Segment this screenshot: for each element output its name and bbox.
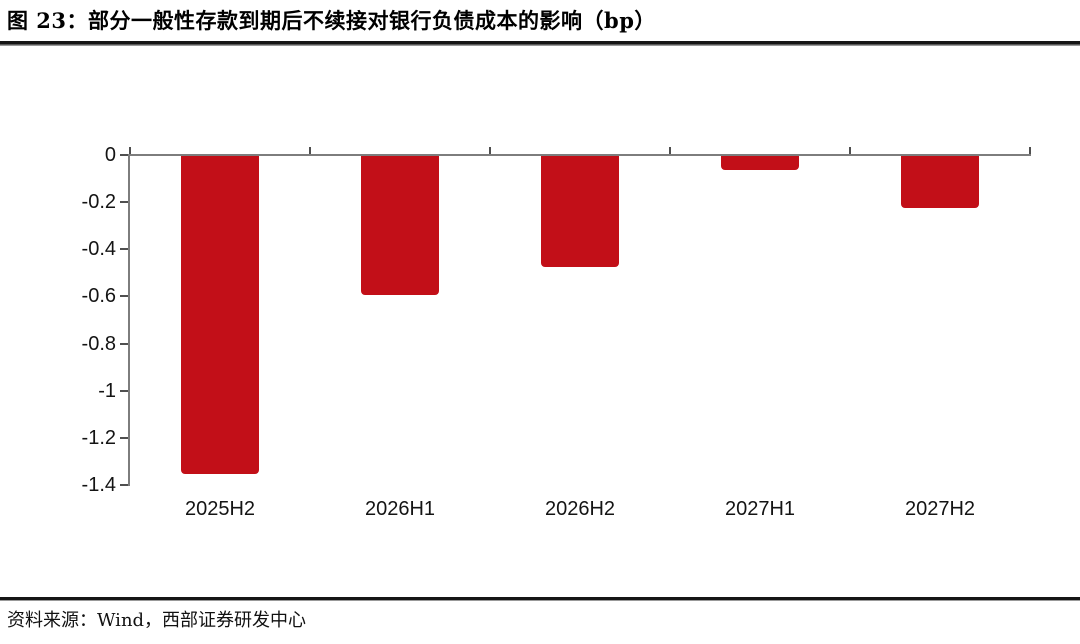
y-tick-label: -1 [98,379,116,402]
y-axis-tick [120,436,128,439]
y-axis-tick [120,154,128,156]
x-tick-label: 2026H1 [364,498,436,520]
y-tick-label: -1.2 [81,426,116,449]
footer-divider [0,597,1080,601]
y-tick-label: -1.4 [81,474,116,496]
x-tick-label: 2026H2 [544,498,616,520]
bar-2025H2 [181,156,259,474]
figure-title: 图 23：部分一般性存款到期后不续接对银行负债成本的影响（bp） [7,8,656,33]
y-axis-tick [120,484,128,486]
x-axis-tick [129,147,131,154]
x-tick-label: 2025H2 [184,498,256,520]
y-axis-tick [120,389,128,392]
y-tick-label: -0.6 [81,285,116,308]
y-axis-tick [120,248,128,251]
y-tick-label: -0.4 [81,238,116,261]
y-tick-label: -0.8 [81,332,116,355]
x-tick-label: 2027H2 [904,498,976,520]
x-tick-label: 2027H1 [724,498,796,520]
bar-2026H2 [541,156,619,267]
bar-2027H2 [901,156,979,208]
x-axis-tick [489,147,491,154]
x-axis-tick [309,147,311,154]
y-axis-tick [120,342,128,345]
bar-2026H1 [361,156,439,295]
x-axis-tick [669,147,671,154]
y-axis-tick [120,201,128,204]
bar-2027H1 [721,156,799,170]
source-note: 资料来源：Wind，西部证券研发中心 [7,610,307,631]
x-axis-line [129,154,1031,156]
y-axis-tick [120,295,128,298]
x-axis-tick [849,147,851,154]
y-tick-label: -0.2 [81,191,116,214]
x-axis-tick [1029,147,1031,154]
y-tick-label: 0 [104,144,116,166]
y-axis-line [128,154,130,486]
title-divider [0,41,1080,46]
